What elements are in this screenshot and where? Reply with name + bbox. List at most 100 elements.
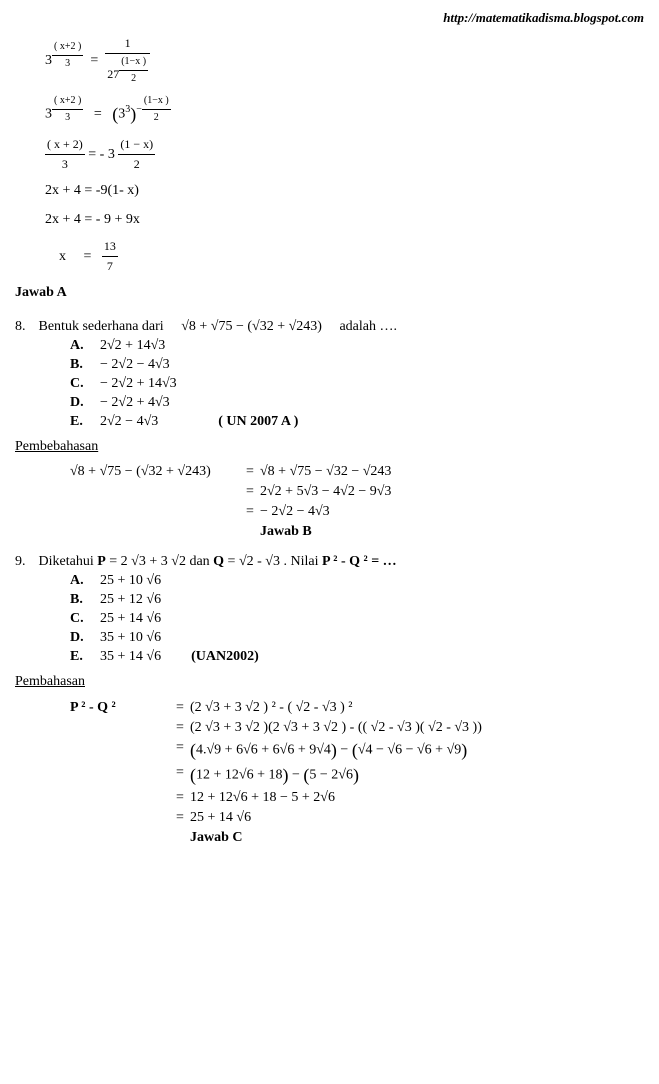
opt-label: B. <box>70 357 100 373</box>
option-c: C.25 + 14 √6 <box>70 611 644 627</box>
answer-row: Jawab C <box>70 830 644 846</box>
option-b: B.− 2√2 − 4√3 <box>70 357 644 373</box>
opt-label: C. <box>70 376 100 392</box>
work-lhs: √8 + √75 − (√32 + √243) <box>70 464 240 480</box>
eq-sign: = <box>170 700 190 716</box>
text-post: adalah …. <box>339 319 397 334</box>
eq-sign: = <box>170 810 190 826</box>
work-8: √8 + √75 − (√32 + √243) = √8 + √75 − √32… <box>70 464 644 540</box>
ask: P ² - Q ² = … <box>322 554 397 569</box>
work-row: = − 2√2 − 4√3 <box>70 504 644 520</box>
exp-num: ( x+2 ) <box>52 93 83 110</box>
work-row: = (12 + 12√6 + 18) − (5 − 2√6) <box>70 765 644 786</box>
base: 3 <box>45 53 52 68</box>
eq-sign: = <box>240 464 260 480</box>
eq-sign: = <box>170 790 190 806</box>
eq-line-5: 2x + 4 = - 9 + 9x <box>45 209 644 231</box>
opt-val: 2√2 + 14√3 <box>100 338 165 354</box>
opt-val: 25 + 14 √6 <box>100 611 161 627</box>
work-row: = (4.√9 + 6√6 + 6√6 + 9√4) − (√4 − √6 − … <box>70 740 644 761</box>
lhs-num: ( x + 2) <box>45 135 85 155</box>
p-val: = 2 √3 + 3 √2 dan <box>106 554 213 569</box>
work-9: P ² - Q ² = (2 √3 + 3 √2 ) ² - ( √2 - √3… <box>70 700 644 846</box>
work-rhs: √8 + √75 − √32 − √243 <box>260 464 644 480</box>
work-row: = 2√2 + 5√3 − 4√2 − 9√3 <box>70 484 644 500</box>
den-exp-num: (1−x ) <box>119 54 148 71</box>
work-row: = (2 √3 + 3 √2 )(2 √3 + 3 √2 ) - (( √2 -… <box>70 720 644 736</box>
opt-label: E. <box>70 414 100 430</box>
exp-den: 3 <box>52 56 83 72</box>
problem-number: 8. <box>15 319 35 335</box>
eq-line-1: 3( x+2 )3 = 127(1−x )2 <box>45 34 644 87</box>
num: 13 <box>102 237 118 257</box>
option-b: B.25 + 12 √6 <box>70 592 644 608</box>
work-row: P ² - Q ² = (2 √3 + 3 √2 ) ² - ( √2 - √3… <box>70 700 644 716</box>
eq-sign: = <box>240 504 260 520</box>
solution-7: 3( x+2 )3 = 127(1−x )2 3( x+2 )3 = (33)−… <box>45 34 644 276</box>
opt-label: D. <box>70 395 100 411</box>
eq-sign: = <box>170 740 190 761</box>
q-val: = √2 - √3 . Nilai <box>224 554 322 569</box>
work-row: √8 + √75 − (√32 + √243) = √8 + √75 − √32… <box>70 464 644 480</box>
coef: = - 3 <box>88 147 115 162</box>
rhs-num: 1 <box>105 34 150 54</box>
t1: Diketahui <box>39 554 98 569</box>
option-a: A.2√2 + 14√3 <box>70 338 644 354</box>
option-d: D.35 + 10 √6 <box>70 630 644 646</box>
answer-8: Jawab B <box>260 524 644 540</box>
exp-num: ( x+2 ) <box>52 39 83 56</box>
problem-8: 8. Bentuk sederhana dari √8 + √75 − (√32… <box>15 319 644 335</box>
eq: = <box>84 249 92 264</box>
opt-val: 25 + 10 √6 <box>100 573 161 589</box>
answer-9: Jawab C <box>190 830 644 846</box>
work-row: = 12 + 12√6 + 18 − 5 + 2√6 <box>70 790 644 806</box>
work-rhs: (2 √3 + 3 √2 )(2 √3 + 3 √2 ) - (( √2 - √… <box>190 720 644 736</box>
work-rhs: 2√2 + 5√3 − 4√2 − 9√3 <box>260 484 644 500</box>
den: 7 <box>102 257 118 276</box>
rhs-num: (1 − x) <box>118 135 155 155</box>
opt-val: − 2√2 − 4√3 <box>100 357 170 373</box>
page-header-url: http://matematikadisma.blogspot.com <box>15 10 644 26</box>
problem-text: Diketahui P = 2 √3 + 3 √2 dan Q = √2 - √… <box>39 554 397 570</box>
opt-label: D. <box>70 630 100 646</box>
work-lhs: P ² - Q ² <box>70 700 170 716</box>
opt-label: A. <box>70 338 100 354</box>
work-rhs: 5 − 2√6 <box>309 767 353 782</box>
option-c: C.− 2√2 + 14√3 <box>70 376 644 392</box>
rhs-den: 2 <box>118 155 155 174</box>
base: 3 <box>45 107 52 122</box>
work-rhs: 4.√9 + 6√6 + 6√6 + 9√4 <box>196 742 331 757</box>
opt-label: C. <box>70 611 100 627</box>
problem-number: 9. <box>15 554 35 570</box>
option-e: E.35 + 14 √6(UAN2002) <box>70 649 644 665</box>
x: x <box>59 249 66 264</box>
den-base: 27 <box>107 67 119 81</box>
opt-val: − 2√2 + 14√3 <box>100 376 177 392</box>
eq-line-3: ( x + 2)3 = - 3 (1 − x)2 <box>45 135 644 174</box>
problem-9: 9. Diketahui P = 2 √3 + 3 √2 dan Q = √2 … <box>15 554 644 570</box>
work-rhs: 12 + 12√6 + 18 <box>196 767 282 782</box>
opt-label: A. <box>70 573 100 589</box>
eq-sign: = <box>170 765 190 786</box>
exam-tag: ( UN 2007 A ) <box>218 414 298 430</box>
p-label: P <box>97 554 106 569</box>
work-rhs: (2 √3 + 3 √2 ) ² - ( √2 - √3 ) ² <box>190 700 644 716</box>
eq-sign: = <box>240 484 260 500</box>
work-row: = 25 + 14 √6 <box>70 810 644 826</box>
opt-val: 2√2 − 4√3 <box>100 414 158 430</box>
text-pre: Bentuk sederhana dari <box>39 319 164 334</box>
opt-val: 35 + 10 √6 <box>100 630 161 646</box>
work-rhs: 25 + 14 √6 <box>190 810 644 826</box>
option-a: A.25 + 10 √6 <box>70 573 644 589</box>
opt-label: E. <box>70 649 100 665</box>
opt-label: B. <box>70 592 100 608</box>
eq-line-4: 2x + 4 = -9(1- x) <box>45 180 644 202</box>
option-d: D.− 2√2 + 4√3 <box>70 395 644 411</box>
q-label: Q <box>213 554 224 569</box>
problem-text: Bentuk sederhana dari √8 + √75 − (√32 + … <box>39 319 397 335</box>
eq-line-2: 3( x+2 )3 = (33)−(1−x )2 <box>45 93 644 129</box>
work-rhs: 12 + 12√6 + 18 − 5 + 2√6 <box>190 790 644 806</box>
opt-val: − 2√2 + 4√3 <box>100 395 170 411</box>
answer-7: Jawab A <box>15 282 644 304</box>
eq-sign: = <box>170 720 190 736</box>
